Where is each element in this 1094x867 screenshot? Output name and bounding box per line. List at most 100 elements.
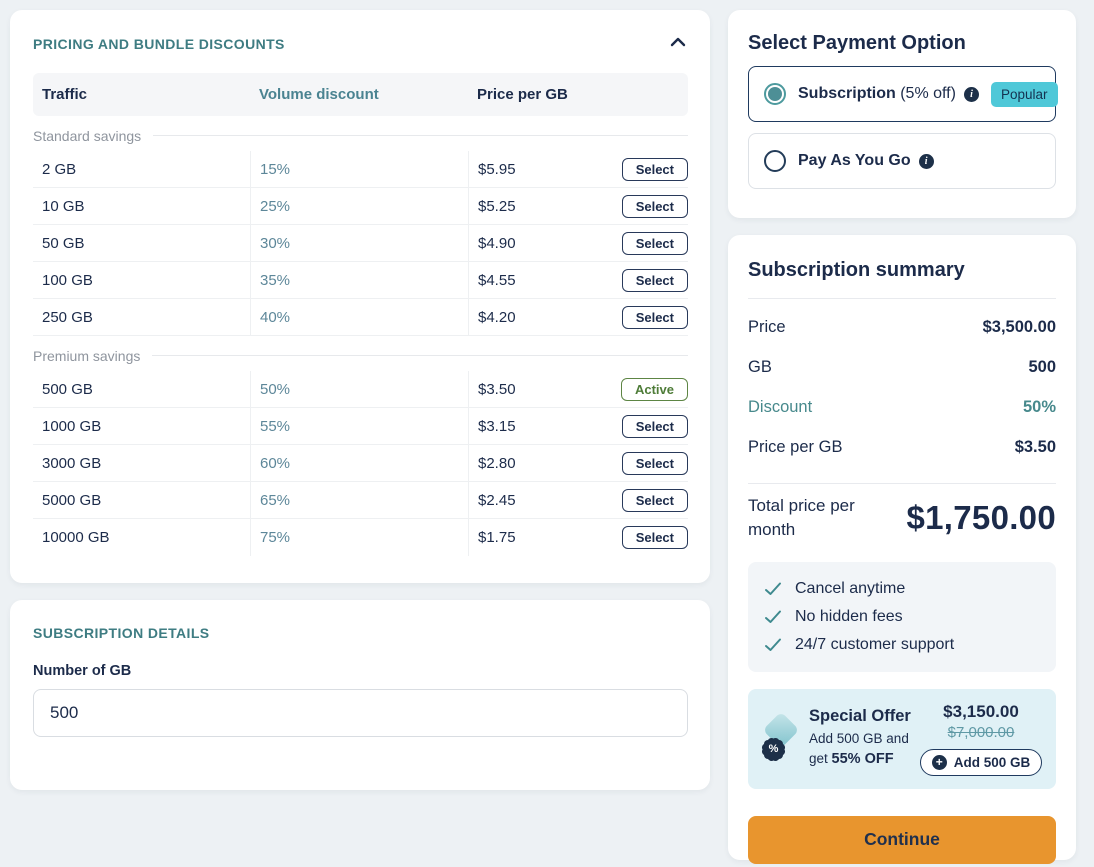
table-row: 250 GB 40% $4.20 Select (33, 299, 688, 336)
option-suffix: (5% off) (895, 85, 956, 102)
number-of-gb-input[interactable] (33, 689, 688, 737)
continue-button[interactable]: Continue (748, 815, 1056, 864)
total-label: Total price per month (748, 496, 855, 539)
summary-row-price: Price $3,500.00 (748, 307, 1056, 347)
traffic-value: 10 GB (42, 197, 85, 215)
offer-desc-highlight: 55% OFF (831, 750, 894, 767)
add-button-label: Add 500 GB (953, 754, 1031, 770)
pricing-panel-header: PRICING AND BUNDLE DISCOUNTS (33, 34, 688, 53)
traffic-value: 10000 GB (42, 529, 110, 546)
column-header-traffic: Traffic (42, 86, 88, 103)
summary-label: Discount (748, 397, 813, 416)
price-per-gb-value: $5.95 (468, 151, 618, 187)
volume-discount-value: 40% (250, 299, 468, 335)
summary-row-gb: GB 500 (748, 347, 1056, 387)
select-button[interactable]: Select (621, 526, 688, 549)
divider (748, 483, 1056, 484)
special-offer-box: % Special Offer Add 500 GB and get 55% O… (748, 688, 1056, 789)
special-offer-description: Add 500 GB and get 55% OFF (809, 729, 918, 770)
traffic-value: 100 GB (42, 271, 93, 289)
select-button[interactable]: Select (621, 488, 688, 512)
volume-discount-value: 60% (250, 445, 468, 481)
traffic-value: 500 GB (42, 380, 93, 398)
summary-value: $3.50 (1014, 437, 1056, 456)
table-row: 10000 GB 75% $1.75 Select (33, 519, 688, 556)
select-button[interactable]: Select (621, 305, 688, 329)
number-of-gb-label: Number of GB (33, 663, 132, 679)
pricing-table-header: Traffic Volume discount Price per GB (33, 73, 688, 116)
subscription-details-panel: SUBSCRIPTION DETAILS Number of GB (10, 600, 710, 790)
checkmark-icon (764, 581, 782, 597)
benefit-item: Cancel anytime (764, 575, 1040, 603)
summary-row-price-per-gb: Price per GB $3.50 (748, 427, 1056, 467)
select-button[interactable]: Select (621, 157, 688, 181)
table-row: 100 GB 35% $4.55 Select (33, 262, 688, 299)
plus-icon: + (931, 754, 947, 770)
radio-selected-icon[interactable] (764, 83, 786, 105)
table-row: 500 GB 50% $3.50 Active (33, 371, 688, 408)
volume-discount-value: 35% (250, 262, 468, 298)
chevron-up-icon (670, 37, 686, 47)
info-icon[interactable]: i (918, 153, 934, 169)
price-per-gb-value: $2.45 (468, 482, 618, 518)
table-row: 50 GB 30% $4.90 Select (33, 225, 688, 262)
pricing-panel-title: PRICING AND BUNDLE DISCOUNTS (33, 35, 285, 52)
payment-option-pay-as-you-go[interactable]: Pay As You Go i (748, 133, 1056, 189)
table-row: 5000 GB 65% $2.45 Select (33, 482, 688, 519)
traffic-value: 5000 GB (42, 491, 102, 509)
subscription-summary-panel: Subscription summary Price $3,500.00 GB … (728, 235, 1076, 864)
table-row: 2 GB 15% $5.95 Select (33, 151, 688, 188)
summary-label: Price (748, 317, 786, 336)
select-button[interactable]: Select (621, 451, 688, 475)
traffic-value: 3000 GB (42, 454, 102, 472)
payment-option-subscription[interactable]: Subscription (5% off) i Popular (748, 66, 1058, 122)
column-header-price-per-gb: Price per GB (477, 86, 568, 103)
traffic-value: 250 GB (42, 308, 93, 326)
summary-value: 50% (1022, 397, 1056, 416)
price-per-gb-value: $1.75 (468, 519, 618, 556)
radio-unselected-icon[interactable] (764, 150, 786, 172)
pricing-panel: PRICING AND BUNDLE DISCOUNTS Traffic Vol… (10, 10, 710, 583)
traffic-value: 2 GB (42, 160, 77, 178)
benefits-box: Cancel anytime No hidden fees 24/7 custo… (748, 561, 1056, 672)
benefit-text: No hidden fees (795, 607, 903, 625)
volume-discount-value: 65% (250, 482, 468, 518)
subscription-details-title: SUBSCRIPTION DETAILS (33, 625, 210, 641)
table-row: 10 GB 25% $5.25 Select (33, 188, 688, 225)
select-button[interactable]: Select (621, 231, 688, 255)
special-offer-pricing: $3,150.00 $7,000.00 + Add 500 GB (918, 702, 1044, 776)
add-500-gb-button[interactable]: + Add 500 GB (919, 748, 1043, 776)
price-per-gb-value: $3.50 (468, 371, 618, 407)
price-per-gb-value: $4.20 (468, 299, 618, 335)
select-button[interactable]: Select (621, 194, 688, 218)
price-per-gb-value: $2.80 (468, 445, 618, 481)
section-premium-savings: Premium savings (33, 340, 688, 371)
price-per-gb-value: $5.25 (468, 188, 618, 224)
offer-old-price: $7,000.00 (947, 723, 1015, 741)
special-offer-text: Special Offer Add 500 GB and get 55% OFF (804, 707, 918, 770)
special-offer-title: Special Offer (809, 707, 911, 726)
active-button[interactable]: Active (620, 377, 688, 401)
select-button[interactable]: Select (621, 268, 688, 292)
traffic-value: 50 GB (42, 234, 85, 252)
traffic-value: 1000 GB (42, 417, 102, 435)
summary-label: Price per GB (748, 437, 843, 456)
option-label: Pay As You Go (798, 152, 911, 169)
popular-badge: Popular (990, 81, 1058, 107)
benefit-text: Cancel anytime (795, 579, 906, 597)
collapse-button[interactable] (668, 34, 688, 53)
summary-label: GB (748, 357, 772, 376)
select-button[interactable]: Select (621, 414, 688, 438)
discount-tag-icon: % (758, 711, 804, 765)
summary-row-discount: Discount 50% (748, 387, 1056, 427)
offer-new-price: $3,150.00 (943, 701, 1019, 721)
price-per-gb-value: $3.15 (468, 408, 618, 444)
section-label: Standard savings (33, 127, 142, 144)
price-per-gb-value: $4.55 (468, 262, 618, 298)
checkmark-icon (764, 609, 782, 625)
offer-desc-line1: Add 500 GB and (809, 731, 909, 747)
benefit-text: 24/7 customer support (795, 635, 955, 653)
benefit-item: 24/7 customer support (764, 631, 1040, 659)
info-icon[interactable]: i (963, 86, 979, 102)
summary-title: Subscription summary (748, 259, 965, 281)
